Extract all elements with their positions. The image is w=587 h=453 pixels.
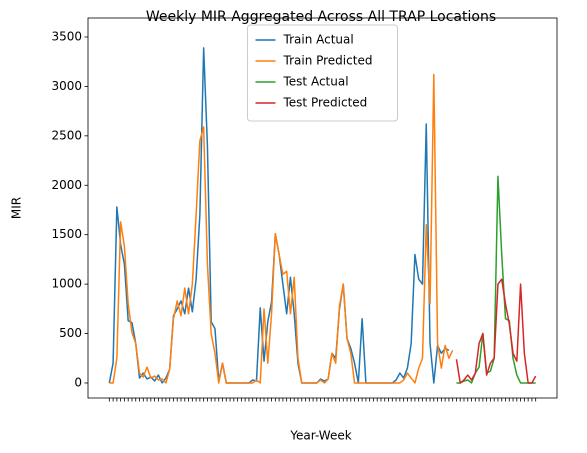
y-tick-label: 1500 [51,227,82,241]
y-tick-label: 500 [59,326,82,340]
legend-box [247,24,398,122]
chart-title: Weekly MIR Aggregated Across All TRAP Lo… [146,9,496,25]
y-tick-label: 3000 [51,79,82,93]
y-axis-label: MIR [10,197,24,219]
series-line [109,73,454,384]
y-tick-label: 1000 [51,277,82,291]
y-tick-label: 0 [74,375,82,389]
legend-label: Test Actual [283,75,349,89]
legend-label: Test Predicted [283,96,368,110]
y-tick-label: 3500 [51,29,82,43]
y-tick-label: 2500 [51,128,82,142]
y-tick-label: 2000 [51,178,82,192]
x-axis-label: Year-Week [289,429,351,443]
series-line [455,278,537,384]
legend-label: Train Predicted [283,54,373,68]
series-line [456,175,536,384]
legend-label: Train Actual [283,33,354,47]
plot-frame [87,17,558,399]
